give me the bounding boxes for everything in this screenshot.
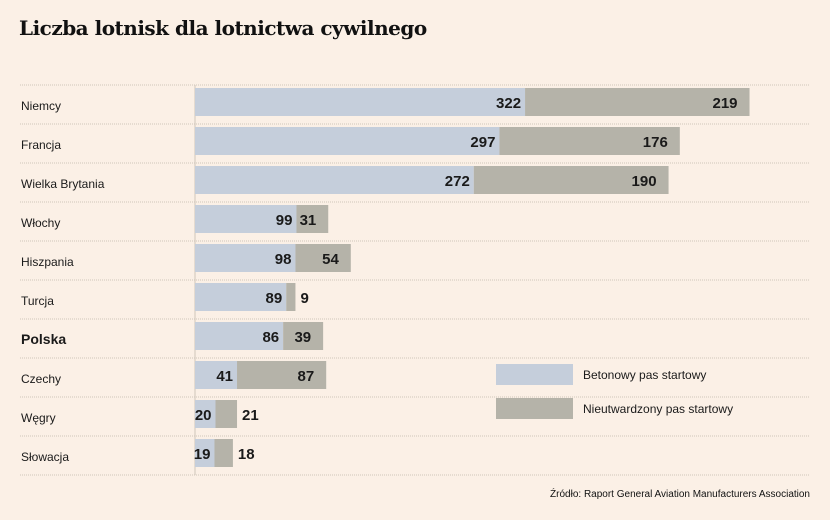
value-label-betonowy: 272 — [445, 173, 470, 190]
bar-nieutwardzony — [499, 127, 680, 155]
bar-betonowy — [195, 205, 297, 233]
category-label: Czechy — [21, 372, 61, 386]
value-label-nieutwardzony: 21 — [242, 407, 259, 424]
category-label: Słowacja — [21, 450, 69, 464]
value-label-betonowy: 99 — [276, 212, 293, 229]
source-note: Źródło: Raport General Aviation Manufact… — [550, 489, 810, 500]
bar-nieutwardzony — [525, 88, 750, 116]
category-label: Wielka Brytania — [21, 177, 105, 191]
bar-betonowy — [195, 244, 296, 272]
value-label-nieutwardzony: 18 — [238, 446, 255, 463]
value-label-nieutwardzony: 31 — [300, 212, 317, 229]
bar-nieutwardzony — [296, 205, 329, 233]
bar-betonowy — [195, 322, 284, 350]
value-label-betonowy: 86 — [262, 329, 279, 346]
bar-betonowy — [195, 166, 474, 194]
bar-nieutwardzony — [215, 400, 238, 428]
category-label: Polska — [21, 331, 66, 347]
bar-betonowy — [195, 361, 238, 389]
chart-title: Liczba lotnisk dla lotnictwa cywilnego — [19, 16, 427, 40]
legend-label: Betonowy pas startowy — [583, 368, 706, 382]
value-label-nieutwardzony: 87 — [298, 368, 315, 385]
value-label-betonowy: 41 — [216, 368, 233, 385]
value-label-nieutwardzony: 39 — [294, 329, 311, 346]
bar-betonowy — [195, 283, 287, 311]
bar-nieutwardzony — [283, 322, 324, 350]
bar-betonowy — [195, 88, 526, 116]
bar-nieutwardzony — [295, 244, 351, 272]
value-label-betonowy: 19 — [194, 446, 211, 463]
bar-nieutwardzony — [214, 439, 233, 467]
category-label: Francja — [21, 138, 61, 152]
bar-betonowy — [195, 439, 215, 467]
legend-swatch — [496, 364, 573, 385]
bar-nieutwardzony — [473, 166, 669, 194]
value-label-betonowy: 20 — [195, 407, 212, 424]
value-label-nieutwardzony: 54 — [322, 251, 339, 268]
value-label-betonowy: 89 — [266, 290, 283, 307]
value-label-betonowy: 297 — [470, 134, 495, 151]
value-label-nieutwardzony: 190 — [632, 173, 657, 190]
category-label: Włochy — [21, 216, 60, 230]
legend-swatch — [496, 398, 573, 419]
legend-label: Nieutwardzony pas startowy — [583, 402, 733, 416]
value-label-nieutwardzony: 219 — [712, 95, 737, 112]
value-label-nieutwardzony: 9 — [300, 290, 308, 307]
bar-nieutwardzony — [286, 283, 296, 311]
bar-betonowy — [195, 400, 216, 428]
category-label: Turcja — [21, 294, 54, 308]
category-label: Węgry — [21, 411, 56, 425]
bar-betonowy — [195, 127, 500, 155]
category-label: Hiszpania — [21, 255, 74, 269]
value-label-betonowy: 322 — [496, 95, 521, 112]
bar-nieutwardzony — [237, 361, 327, 389]
value-label-nieutwardzony: 176 — [643, 134, 668, 151]
value-label-betonowy: 98 — [275, 251, 292, 268]
category-label: Niemcy — [21, 99, 61, 113]
